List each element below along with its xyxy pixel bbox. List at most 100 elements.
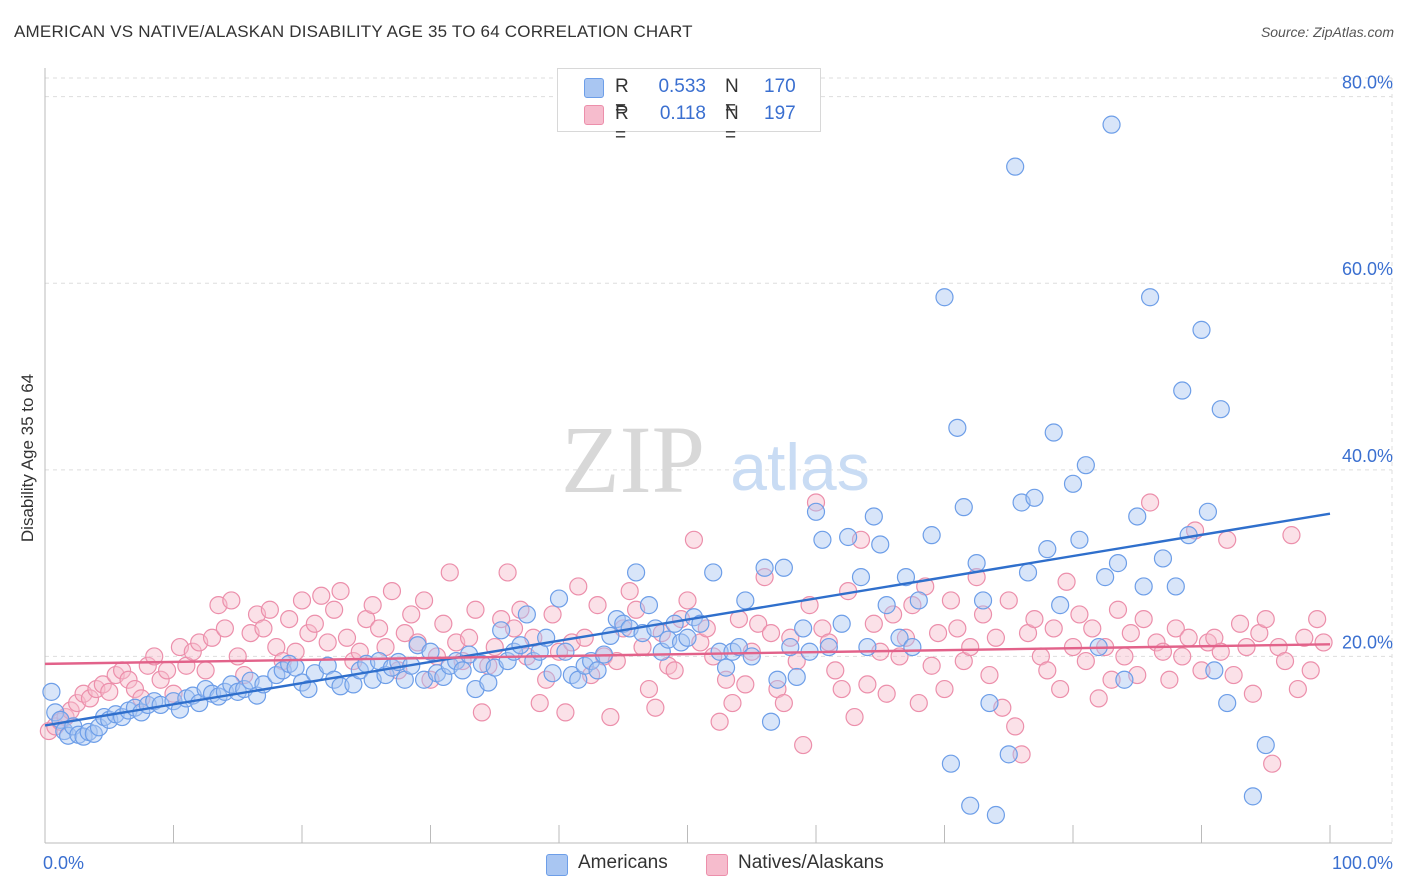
legend-n-label: N = bbox=[725, 76, 739, 119]
native-point bbox=[961, 637, 980, 657]
legend-r-value: 0.533 bbox=[658, 76, 706, 97]
american-point bbox=[1140, 288, 1160, 307]
native-point bbox=[826, 661, 845, 680]
native-point bbox=[858, 675, 877, 694]
native-point bbox=[1115, 647, 1134, 666]
american-point bbox=[1128, 507, 1147, 526]
native-point bbox=[781, 628, 800, 647]
native-point bbox=[440, 563, 459, 582]
native-point bbox=[1218, 530, 1237, 549]
native-point bbox=[646, 698, 665, 717]
native-point bbox=[1134, 609, 1153, 629]
native-point bbox=[877, 684, 896, 703]
native-point bbox=[1006, 717, 1025, 736]
y-axis-label: Disability Age 35 to 64 bbox=[18, 374, 37, 542]
watermark-zip: ZIP bbox=[561, 406, 705, 513]
native-point bbox=[331, 582, 350, 601]
native-point bbox=[1121, 623, 1140, 643]
american-point bbox=[1256, 735, 1275, 755]
american-point bbox=[871, 535, 890, 554]
native-point bbox=[157, 661, 177, 680]
native-point bbox=[948, 619, 967, 638]
native-point bbox=[755, 568, 774, 587]
american-point bbox=[1108, 554, 1128, 573]
native-point bbox=[909, 693, 928, 713]
native-point bbox=[145, 647, 164, 666]
native-point bbox=[254, 619, 273, 638]
native-point bbox=[1140, 493, 1160, 512]
american-point bbox=[170, 700, 190, 719]
natives-trendline bbox=[44, 643, 1331, 666]
native-point bbox=[337, 628, 357, 647]
native-point bbox=[1295, 628, 1314, 647]
native-point bbox=[543, 605, 562, 624]
native-point bbox=[1224, 665, 1243, 685]
american-point bbox=[710, 642, 729, 661]
american-point bbox=[716, 658, 736, 677]
native-point bbox=[215, 619, 234, 638]
native-point bbox=[832, 679, 851, 699]
american-point bbox=[1051, 596, 1070, 615]
american-point bbox=[42, 682, 61, 701]
native-point bbox=[710, 712, 729, 731]
watermark: ZIP atlas bbox=[561, 406, 870, 513]
native-point bbox=[999, 591, 1018, 610]
native-point bbox=[196, 661, 215, 680]
native-point bbox=[1070, 605, 1089, 624]
native-point bbox=[973, 605, 993, 624]
native-point bbox=[530, 693, 549, 713]
american-point bbox=[890, 628, 909, 647]
american-point bbox=[954, 498, 973, 517]
american-point bbox=[421, 642, 440, 661]
native-point bbox=[935, 679, 954, 699]
american-point bbox=[1205, 661, 1224, 680]
native-point bbox=[941, 591, 961, 610]
american-point bbox=[774, 558, 793, 577]
legend-r-label: R = bbox=[615, 76, 629, 119]
native-point bbox=[1057, 572, 1076, 591]
native-point bbox=[890, 647, 909, 666]
legend-n-value: 170 bbox=[764, 76, 796, 97]
american-point bbox=[492, 621, 511, 640]
american-point bbox=[556, 642, 575, 661]
y-tick-label: 80.0% bbox=[1342, 73, 1393, 93]
native-point bbox=[305, 614, 324, 633]
native-point bbox=[794, 735, 813, 755]
native-point bbox=[318, 633, 337, 652]
american-point bbox=[864, 507, 883, 526]
native-point bbox=[736, 675, 755, 694]
native-point bbox=[1160, 670, 1179, 689]
native-point bbox=[222, 591, 241, 610]
native-point bbox=[1083, 619, 1102, 638]
native-point bbox=[1173, 647, 1192, 666]
native-point bbox=[1192, 661, 1211, 680]
american-point bbox=[549, 589, 569, 608]
native-point bbox=[665, 661, 684, 680]
american-point bbox=[601, 626, 620, 645]
natives-points bbox=[39, 493, 1333, 773]
american-point bbox=[1038, 540, 1057, 559]
native-point bbox=[569, 577, 588, 596]
american-point bbox=[973, 591, 993, 610]
legend-r-label: R = bbox=[615, 103, 629, 146]
native-point bbox=[312, 586, 331, 605]
american-point bbox=[839, 527, 858, 547]
tick-labels: 20.0% 40.0% 60.0% 80.0% 0.0% 100.0% bbox=[43, 73, 1393, 873]
american-point bbox=[517, 605, 536, 624]
native-point bbox=[864, 614, 883, 633]
american-point bbox=[678, 628, 697, 647]
native-point bbox=[761, 623, 781, 643]
native-point bbox=[723, 693, 742, 713]
native-point bbox=[1308, 609, 1327, 629]
natives-swatch bbox=[706, 854, 728, 876]
native-point bbox=[80, 689, 100, 708]
american-point bbox=[1192, 320, 1211, 339]
american-point bbox=[858, 637, 877, 657]
native-point bbox=[228, 647, 247, 666]
american-point bbox=[948, 418, 967, 437]
native-point bbox=[434, 614, 453, 633]
native-point bbox=[325, 600, 344, 619]
native-point bbox=[402, 605, 421, 624]
native-point bbox=[1243, 684, 1263, 703]
americans-swatch bbox=[546, 854, 568, 876]
